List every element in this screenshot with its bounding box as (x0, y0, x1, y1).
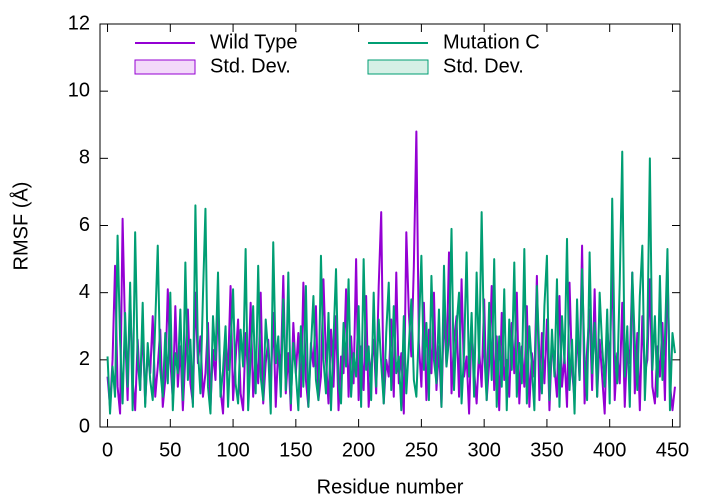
x-tick-label: 200 (342, 439, 375, 461)
x-tick-label: 150 (279, 439, 312, 461)
x-tick-label: 0 (102, 439, 113, 461)
y-tick-label: 6 (79, 214, 90, 236)
x-tick-label: 50 (159, 439, 181, 461)
x-tick-label: 100 (216, 439, 249, 461)
y-tick-label: 0 (79, 415, 90, 437)
legend-label: Wild Type (210, 31, 297, 53)
x-tick-label: 300 (467, 439, 500, 461)
legend-band-swatch (134, 59, 196, 75)
legend-label: Std. Dev. (443, 55, 524, 77)
y-tick-label: 4 (79, 281, 90, 303)
y-tick-label: 8 (79, 147, 90, 169)
x-axis-label: Residue number (317, 476, 464, 498)
series-line (106, 150, 676, 415)
y-tick-label: 10 (68, 79, 90, 101)
y-tick-label: 12 (68, 12, 90, 34)
x-tick-label: 450 (656, 439, 689, 461)
y-tick-label: 2 (79, 348, 90, 370)
legend-label: Std. Dev. (210, 55, 291, 77)
y-axis-label: RMSF (Å) (9, 182, 32, 271)
x-tick-label: 400 (593, 439, 626, 461)
x-tick-label: 250 (405, 439, 438, 461)
x-tick-label: 350 (530, 439, 563, 461)
legend-band-swatch (367, 59, 429, 75)
legend-label: Mutation C (443, 31, 540, 53)
